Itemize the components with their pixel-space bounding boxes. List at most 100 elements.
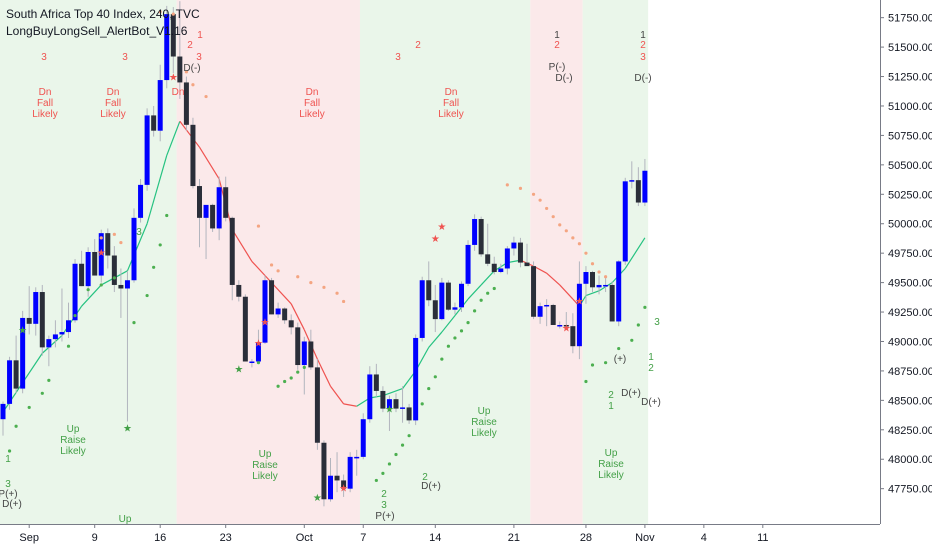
signal-star: ★: [385, 405, 394, 416]
candle-body-bear: [478, 219, 484, 255]
candle-body-bull: [59, 332, 65, 335]
candle-body-bull: [544, 304, 550, 307]
candle-body-bull: [144, 115, 150, 185]
candle: [459, 281, 464, 313]
signal-annotation-text: 2: [415, 40, 421, 51]
candle-body-bear: [236, 284, 242, 297]
candle-body-bear: [531, 266, 537, 317]
trend-backgrounds: [0, 0, 649, 524]
candle: [236, 280, 242, 302]
support-dot: [486, 291, 490, 295]
candle-body-bull: [603, 284, 609, 287]
ma-segment: [428, 331, 443, 348]
signal-annotation-text: 2: [422, 472, 428, 483]
signal-star: ★: [575, 296, 584, 307]
candle: [0, 401, 6, 436]
ma-segment: [316, 358, 332, 387]
candle: [144, 108, 150, 191]
candle-body-bear: [321, 442, 327, 500]
candle-body-bear: [183, 82, 189, 125]
candle-body-bear: [111, 255, 117, 285]
candle: [216, 176, 222, 241]
support-dot: [289, 376, 293, 380]
support-dot: [152, 265, 156, 269]
candle-body-bull: [164, 14, 170, 81]
candle: [66, 302, 71, 338]
ma-segment: [480, 270, 495, 286]
y-tick-label: 50250.00: [888, 189, 932, 201]
candle: [164, 5, 170, 89]
candle: [583, 266, 589, 304]
candle-body-bear: [269, 280, 275, 315]
resistance-dot: [191, 83, 195, 87]
ma-segment: [22, 352, 43, 384]
candle-body-bull: [498, 268, 504, 273]
candle: [635, 167, 641, 207]
candle-body-bull: [459, 283, 464, 308]
candle: [498, 263, 504, 274]
resistance-dot: [584, 251, 588, 255]
candle-body-bear: [334, 475, 340, 481]
candle: [354, 449, 360, 476]
candle: [557, 321, 563, 329]
candle: [511, 236, 517, 256]
candle: [26, 286, 32, 335]
support-dot: [27, 405, 31, 410]
candle-body-bull: [328, 475, 333, 500]
support-dot: [427, 386, 431, 391]
candle: [570, 313, 576, 354]
signal-annotation-text: Likely: [598, 470, 624, 481]
y-tick-label: 50750.00: [888, 130, 932, 142]
ma-segment: [546, 272, 561, 286]
candle-body-bull: [596, 284, 602, 288]
indicator-label[interactable]: LongBuyLongSell_AlertBot_V1.16: [6, 24, 188, 38]
candle-body-bull: [360, 419, 366, 457]
y-tick-label: 48750.00: [888, 366, 932, 378]
candle: [603, 276, 609, 293]
support-dot: [617, 346, 621, 351]
support-dot: [381, 471, 385, 475]
ma-segment: [559, 284, 574, 300]
signal-annotation-text: Dn: [107, 87, 120, 98]
signal-star: ★: [437, 222, 446, 233]
y-tick-label: 49500.00: [888, 278, 932, 290]
signal-annotation-text: 1: [648, 352, 654, 363]
support-dot: [400, 443, 405, 447]
resistance-dot: [604, 275, 608, 279]
candle: [72, 259, 78, 323]
x-tick-label: Oct: [296, 532, 313, 544]
resistance-dot: [171, 12, 175, 16]
candle-body-bull: [157, 80, 163, 131]
resistance-dot: [551, 215, 555, 219]
resistance-dot: [119, 240, 123, 245]
signal-annotation-text: 2: [381, 489, 387, 500]
candle-body-bull: [255, 342, 261, 362]
candle-body-bear: [26, 317, 32, 324]
support-dot: [125, 427, 130, 431]
support-dot: [302, 365, 306, 369]
candle: [275, 302, 281, 318]
candle-body-bear: [406, 407, 412, 421]
candle-body-bear: [105, 233, 111, 256]
signal-annotation-text: Likely: [60, 446, 86, 457]
signal-annotation-text: Likely: [471, 428, 497, 439]
candle-body-bull: [629, 180, 635, 182]
trend-background-down: [176, 0, 360, 524]
signal-star: ★: [562, 323, 571, 334]
signal-annotation-text: D(+): [621, 388, 641, 399]
support-dot: [466, 321, 470, 325]
signal-annotation-text: Fall: [37, 98, 53, 109]
support-dot: [630, 338, 634, 342]
candle: [439, 277, 445, 321]
ma-segment: [61, 305, 83, 336]
x-tick-label: Nov: [635, 532, 655, 544]
candle: [544, 299, 550, 327]
candle: [642, 158, 648, 207]
signal-annotation-text: Dn: [172, 87, 185, 98]
candle-body-bear: [282, 308, 288, 321]
candle-body-bull: [7, 360, 13, 404]
signal-star: ★: [97, 248, 106, 259]
candle-body-bear: [609, 284, 615, 322]
